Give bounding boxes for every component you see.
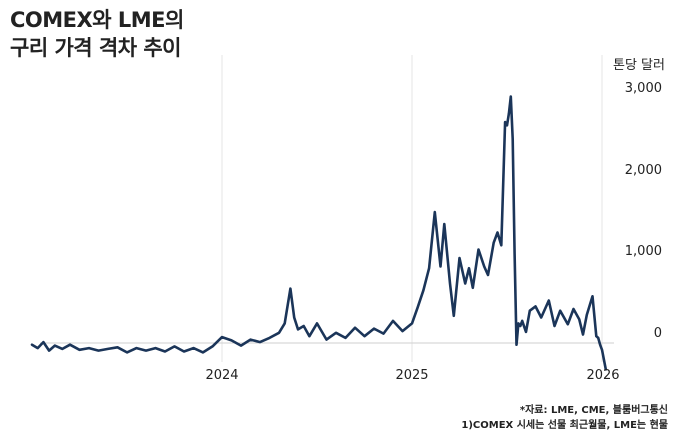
title-line-1: COMEX와 LME의 xyxy=(10,8,184,32)
y-tick-label-2000: 2,000 xyxy=(624,163,662,178)
title-line-2: 구리 가격 격차 추이 xyxy=(10,36,181,60)
y-tick-label-0: 0 xyxy=(653,326,662,341)
series-line-0 xyxy=(30,95,608,371)
x-tick-label-2026: 2026 xyxy=(586,368,620,383)
source-line: *자료: LME, CME, 블룸버그통신 xyxy=(519,405,668,416)
y-axis-unit-label: 톤당 달러 xyxy=(613,58,665,73)
x-tick-label-2024: 2024 xyxy=(205,368,239,383)
x-tick-label-2025: 2025 xyxy=(395,368,429,383)
y-tick-label-1000: 1,000 xyxy=(624,244,662,259)
source-notes: *자료: LME, CME, 블룸버그통신 1)COMEX 시세는 선물 최근월… xyxy=(461,403,668,433)
chart-title: COMEX와 LME의 구리 가격 격차 추이 xyxy=(10,6,184,62)
footnote-line: 1)COMEX 시세는 선물 최근월물, LME는 현물 xyxy=(461,420,668,431)
y-tick-label-3000: 3,000 xyxy=(624,81,662,96)
